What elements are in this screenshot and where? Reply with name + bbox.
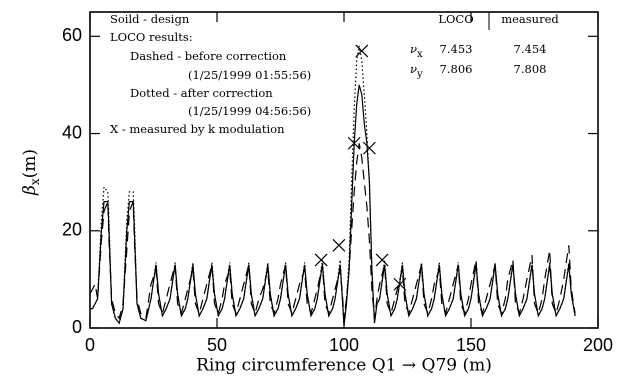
measured-marker <box>375 253 389 267</box>
y-tick-label: 60 <box>62 25 82 45</box>
table-cell: 7.808 <box>514 62 547 76</box>
annotation: LOCO results: <box>110 30 193 44</box>
measured-marker <box>347 136 361 150</box>
annotation: (1/25/1999 01:55:56) <box>188 68 311 82</box>
table-cell: 7.454 <box>514 42 547 56</box>
x-tick-label: 150 <box>456 335 486 355</box>
annotation: Dotted - after correction <box>130 86 273 100</box>
y-tick-label: 0 <box>72 317 82 337</box>
measured-marker <box>393 277 407 291</box>
row-sub: x <box>417 49 423 60</box>
annotation: Dashed - before correction <box>130 49 287 63</box>
y-tick-label: 20 <box>62 220 82 240</box>
x-tick-label: 0 <box>85 335 95 355</box>
table-row-label: νx <box>410 42 423 60</box>
row-symbol: ν <box>410 62 417 76</box>
annotation: (1/25/1999 04:56:56) <box>188 104 311 118</box>
measured-marker <box>362 141 376 155</box>
y-label-symbol: β <box>20 185 40 196</box>
table-row-label: νy <box>410 62 423 80</box>
y-label-unit: (m) <box>20 149 40 178</box>
line-dashed <box>89 143 576 320</box>
annotation: Soild - design <box>110 12 190 26</box>
row-symbol: ν <box>410 42 417 56</box>
y-tick-label: 40 <box>62 122 82 142</box>
y-label-sub: x <box>28 178 42 185</box>
x-tick-label: 50 <box>207 335 227 355</box>
x-axis-label: Ring circumference Q1 → Q79 (m) <box>196 356 492 376</box>
table-cell: 7.806 <box>440 62 473 76</box>
table-header: LOCO <box>438 12 473 26</box>
measured-marker <box>332 238 346 252</box>
y-axis-label: βx(m) <box>20 149 42 196</box>
table-cell: 7.453 <box>440 42 473 56</box>
annotation: X - measured by k modulation <box>110 122 285 136</box>
table-header: measured <box>501 12 559 26</box>
x-tick-label: 200 <box>583 335 613 355</box>
row-sub: y <box>416 69 423 80</box>
line-solid <box>90 84 576 326</box>
x-tick-label: 100 <box>329 335 359 355</box>
measured-marker <box>314 253 328 267</box>
measured-marker <box>355 44 369 58</box>
line-dotted <box>90 45 576 326</box>
